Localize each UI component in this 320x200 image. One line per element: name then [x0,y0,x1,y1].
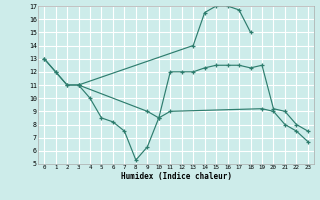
X-axis label: Humidex (Indice chaleur): Humidex (Indice chaleur) [121,172,231,181]
